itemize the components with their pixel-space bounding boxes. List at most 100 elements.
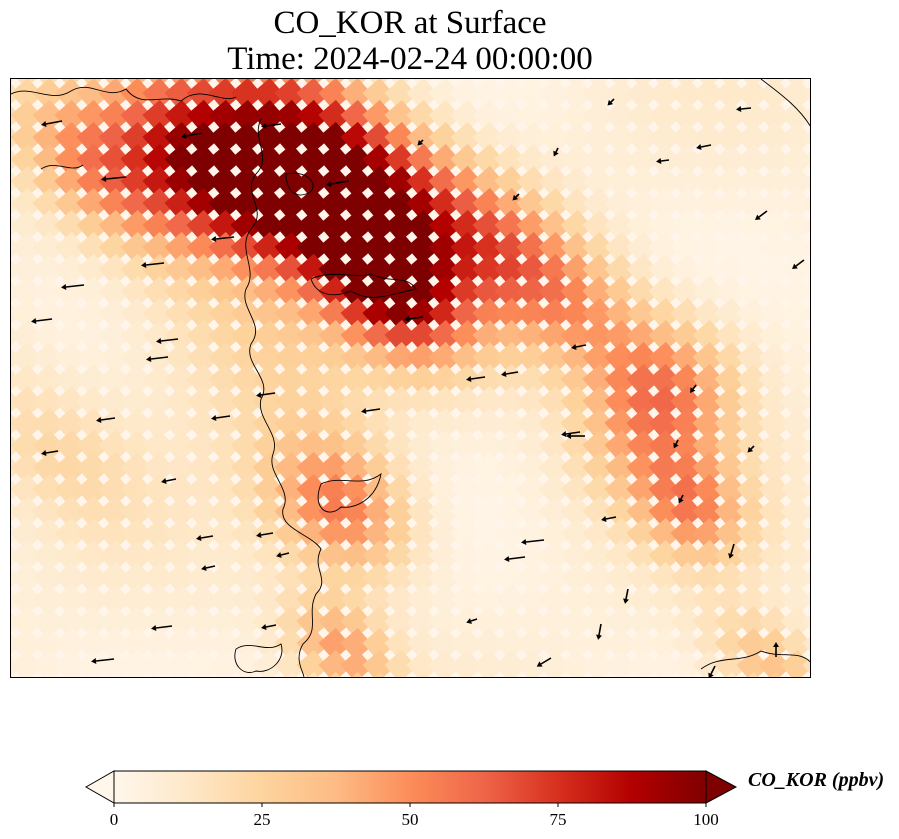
field-cell — [494, 407, 527, 441]
field-cell — [450, 143, 483, 177]
field-cell — [208, 627, 241, 661]
field-cell — [274, 429, 307, 463]
field-cell — [406, 319, 439, 353]
field-cell — [362, 121, 395, 155]
field-cell — [274, 517, 307, 551]
field-cell — [582, 275, 615, 309]
field-cell — [32, 627, 65, 661]
field-cell — [604, 341, 637, 375]
field-cell — [428, 319, 461, 353]
field-cell — [54, 473, 87, 507]
field-cell — [736, 385, 769, 419]
field-cell — [780, 79, 810, 111]
field-cell — [296, 275, 329, 309]
field-cell — [54, 79, 87, 89]
field-cell — [164, 385, 197, 419]
field-cell — [406, 79, 439, 111]
field-cell — [54, 79, 87, 111]
field-cell — [626, 79, 659, 89]
field-cell — [120, 187, 153, 221]
field-cell — [450, 627, 483, 661]
field-cell — [450, 341, 483, 375]
field-cell — [230, 99, 263, 133]
field-cell — [76, 341, 109, 375]
field-cell — [450, 253, 483, 287]
field-cell — [384, 517, 417, 551]
wind-arrow — [566, 433, 585, 439]
field-cell — [626, 231, 659, 265]
field-cell — [758, 319, 791, 353]
field-cell — [802, 143, 810, 177]
field-cell — [472, 605, 505, 639]
field-cell — [758, 517, 791, 551]
coastline-segment — [760, 79, 810, 127]
field-cell — [208, 121, 241, 155]
field-cell — [450, 99, 483, 133]
field-cell — [582, 253, 615, 287]
field-cell — [54, 539, 87, 573]
field-cell — [538, 319, 571, 353]
field-cell — [186, 627, 219, 661]
field-cell — [384, 407, 417, 441]
field-cell — [516, 165, 549, 199]
field-cell — [208, 649, 241, 677]
field-cell — [758, 473, 791, 507]
field-cell — [296, 627, 329, 661]
field-cell — [142, 385, 175, 419]
field-cell — [296, 649, 329, 677]
field-cell — [252, 561, 285, 595]
field-cell — [76, 79, 109, 89]
field-cell — [274, 341, 307, 375]
field-cell — [494, 79, 527, 111]
field-cell — [472, 187, 505, 221]
field-cell — [780, 275, 810, 309]
wind-arrow — [276, 552, 290, 558]
field-cell — [582, 143, 615, 177]
field-cell — [164, 429, 197, 463]
field-cell — [582, 99, 615, 133]
field-cell — [472, 429, 505, 463]
field-cell — [340, 429, 373, 463]
field-cell — [692, 297, 725, 331]
field-cell — [76, 231, 109, 265]
field-cell — [648, 627, 681, 661]
field-cell — [692, 231, 725, 265]
field-cell — [692, 429, 725, 463]
field-cell — [538, 429, 571, 463]
field-cell — [340, 605, 373, 639]
field-cell — [406, 187, 439, 221]
field-cell — [758, 649, 791, 677]
field-cell — [98, 319, 131, 353]
field-cell — [648, 473, 681, 507]
field-cell — [582, 495, 615, 529]
field-cell — [208, 429, 241, 463]
field-cell — [758, 297, 791, 331]
field-cell — [142, 649, 175, 677]
field-cell — [560, 99, 593, 133]
field-cell — [450, 79, 483, 89]
field-cell — [428, 341, 461, 375]
field-cell — [758, 407, 791, 441]
field-cell — [802, 605, 810, 639]
field-cell — [11, 341, 43, 375]
field-cell — [76, 429, 109, 463]
field-cell — [32, 231, 65, 265]
field-cell — [626, 275, 659, 309]
field-cell — [802, 363, 810, 397]
field-cell — [494, 121, 527, 155]
wind-arrow — [41, 450, 59, 456]
field-cell — [76, 517, 109, 551]
field-cell — [208, 79, 241, 89]
field-cell — [142, 517, 175, 551]
field-cell — [494, 231, 527, 265]
field-cell — [670, 231, 703, 265]
field-cell — [582, 429, 615, 463]
field-cell — [670, 451, 703, 485]
field-cell — [692, 627, 725, 661]
field-cell — [736, 451, 769, 485]
field-cell — [428, 539, 461, 573]
field-cell — [648, 275, 681, 309]
field-cell — [516, 429, 549, 463]
field-cell — [384, 143, 417, 177]
field-cell — [186, 495, 219, 529]
